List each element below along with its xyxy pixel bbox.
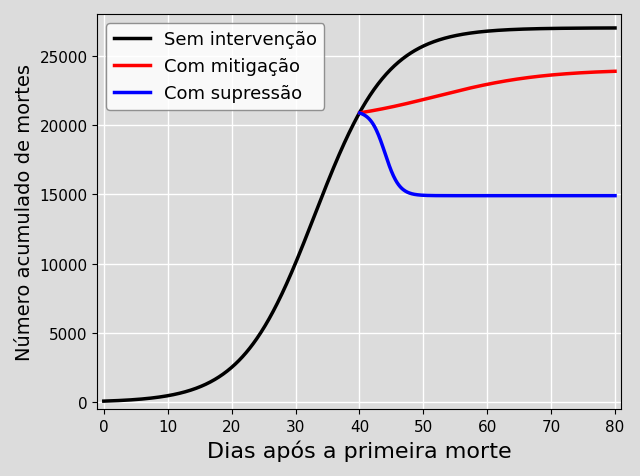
Com mitigação [611,69,619,75]
Com mitigação [477,84,484,89]
Sem intervenção [508,28,515,33]
Com supressão [477,193,484,199]
Com mitigação [356,111,364,117]
Line: Com mitigação: Com mitigação [360,72,615,114]
Com mitigação [479,83,486,89]
Sem intervenção [152,395,160,400]
Sem intervenção [100,398,108,404]
Y-axis label: Número acumulado de mortes: Número acumulado de mortes [15,64,34,360]
Com supressão [611,193,619,199]
Line: Com supressão: Com supressão [360,114,615,196]
Com mitigação [508,78,515,84]
Legend: Sem intervenção, Com mitigação, Com supressão: Sem intervenção, Com mitigação, Com supr… [106,24,324,110]
Com mitigação [605,69,612,75]
Sem intervenção [499,28,506,34]
Com mitigação [565,71,573,77]
Sem intervenção [307,223,314,229]
Com supressão [494,193,502,199]
Sem intervenção [325,177,333,182]
Com supressão [605,193,612,199]
Com supressão [479,193,486,199]
X-axis label: Dias após a primeira morte: Dias após a primeira morte [207,439,512,461]
Com mitigação [494,80,502,86]
Com supressão [508,193,515,199]
Sem intervenção [611,26,619,32]
Line: Sem intervenção: Sem intervenção [104,29,615,401]
Com supressão [356,111,364,117]
Sem intervenção [451,34,459,40]
Com supressão [565,193,573,199]
